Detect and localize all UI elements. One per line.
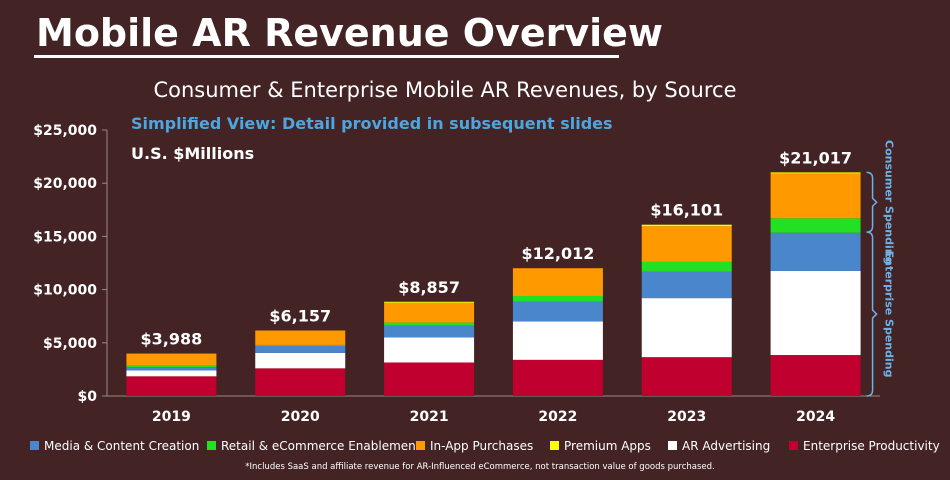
bar-segment (641, 261, 732, 272)
y-tick-label: $0 (78, 389, 98, 405)
legend-label: Enterprise Productivity (803, 439, 940, 453)
x-tick-label: 2023 (667, 409, 706, 425)
bracket-label: Enterprise Spending (883, 251, 896, 378)
bar-segment (770, 355, 861, 396)
bar-segment (641, 226, 732, 262)
bar-segment (255, 352, 346, 369)
bar-segment (512, 268, 603, 296)
x-tick-label: 2020 (281, 409, 320, 425)
bar-segment (255, 345, 346, 353)
legend-label: Retail & eCommerce Enablement (221, 439, 421, 453)
total-label: $6,157 (269, 306, 331, 325)
y-tick-label: $15,000 (33, 229, 97, 245)
bar-segment (641, 357, 732, 396)
bar-segment (384, 325, 475, 338)
bar-segment (384, 362, 475, 396)
legend: Media & Content Creation Retail & eCommer… (30, 439, 940, 453)
footnote: *Includes SaaS and affiliate revenue for… (245, 462, 715, 472)
total-labels: $3,988 $6,157 $8,857 $12,012 $16,101 $21,017 (141, 148, 852, 348)
bar-segment (126, 370, 217, 377)
total-label: $12,012 (521, 244, 594, 263)
bar-segment (384, 337, 475, 363)
bar-segment (255, 344, 346, 346)
legend-label: Premium Apps (564, 439, 651, 453)
bar-segment (512, 295, 603, 302)
legend-swatch (668, 441, 677, 450)
total-label: $16,101 (650, 201, 723, 220)
bar-segment (126, 365, 217, 368)
x-tick-label: 2021 (410, 409, 449, 425)
bar-segment (770, 218, 861, 233)
y-tick-label: $25,000 (33, 123, 97, 139)
bar-segment (770, 232, 861, 271)
bar-segment (770, 173, 861, 219)
y-tick-label: $10,000 (33, 283, 97, 299)
legend-label: In-App Purchases (430, 439, 533, 453)
y-axis: $0 $5,000 $10,000 $15,000 $20,000 $25,000 (33, 123, 108, 405)
x-tick-label: 2024 (796, 409, 835, 425)
legend-label: AR Advertising (682, 439, 770, 453)
bar-segment (126, 376, 217, 396)
x-tick-label: 2019 (152, 409, 191, 425)
page-title: Mobile AR Revenue Overview (36, 11, 664, 55)
bar-segment (384, 322, 475, 326)
legend-swatch (416, 441, 425, 450)
bar-segment (770, 172, 861, 174)
bar-segment (126, 367, 217, 371)
x-axis: 2019 2020 2021 2022 2023 2024 (107, 395, 880, 425)
y-tick-label: $5,000 (43, 336, 97, 352)
legend-swatch (30, 441, 39, 450)
chart-title: Consumer & Enterprise Mobile AR Revenues… (153, 78, 736, 102)
unit-label: U.S. $Millions (131, 144, 254, 163)
bar-segment (641, 224, 732, 227)
x-tick-label: 2022 (538, 409, 577, 425)
bar-segment (512, 321, 603, 360)
bar-segment (384, 302, 475, 323)
bar-segment (255, 330, 346, 345)
legend-swatch (207, 441, 216, 450)
total-label: $3,988 (141, 330, 203, 349)
bracket-line (866, 231, 878, 397)
title-underline (34, 55, 619, 58)
bar-segment (126, 353, 217, 366)
bracket-label: Consumer Spending (883, 140, 896, 264)
bar-segment (770, 270, 861, 356)
legend-swatch (789, 441, 798, 450)
bar-segment (641, 271, 732, 299)
legend-label: Media & Content Creation (44, 439, 199, 453)
y-tick-label: $20,000 (33, 176, 97, 192)
bar-segment (255, 368, 346, 396)
total-label: $21,017 (779, 148, 852, 167)
total-label: $8,857 (398, 278, 460, 297)
legend-swatch (550, 441, 559, 450)
bracket-line (866, 171, 878, 233)
bar-segment (384, 301, 475, 303)
bar-segment (641, 298, 732, 358)
chart-subtitle: Simplified View: Detail provided in subs… (131, 114, 613, 133)
bar-segment (512, 301, 603, 322)
bar-segment (512, 359, 603, 396)
bar-stacks (126, 172, 861, 396)
